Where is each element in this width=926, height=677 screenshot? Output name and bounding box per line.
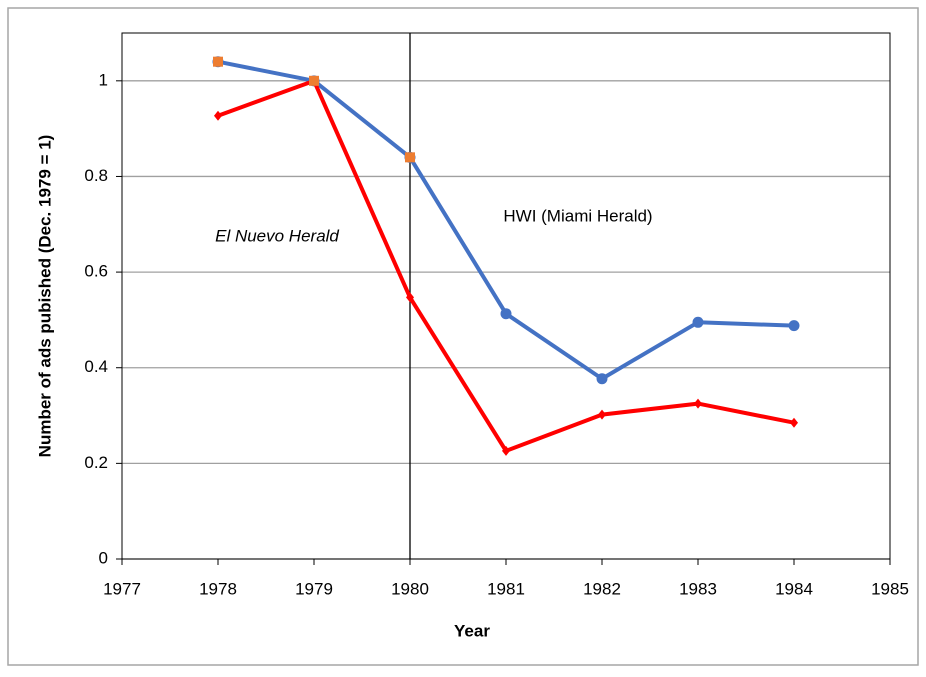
x-axis-title: Year: [454, 621, 490, 640]
x-tick-label: 1977: [103, 579, 141, 598]
y-tick-label: 0.6: [84, 262, 108, 281]
chart-frame: [7, 7, 919, 666]
point: [406, 292, 414, 303]
x-tick-label: 1983: [679, 579, 717, 598]
point: [596, 373, 608, 385]
y-tick-label: 0.2: [84, 453, 108, 472]
plot-border: [121, 32, 891, 560]
x-tick-label: 1978: [199, 579, 237, 598]
point: [694, 398, 702, 409]
point: [692, 316, 704, 328]
y-tick-label: 0.4: [84, 357, 108, 376]
series-label: El Nuevo Herald: [215, 226, 339, 245]
point: [214, 110, 222, 121]
point: [788, 320, 800, 332]
x-tick-label: 1984: [775, 579, 813, 598]
point: [790, 417, 798, 428]
point: [502, 445, 510, 456]
point: [213, 56, 223, 67]
point: [500, 308, 512, 320]
x-tick-label: 1981: [487, 579, 525, 598]
y-tick-label: 0.8: [84, 166, 108, 185]
point: [309, 75, 319, 86]
point: [405, 152, 415, 163]
y-tick-label: 1: [99, 70, 108, 89]
y-axis-title: Number of ads pubished (Dec. 1979 = 1): [35, 135, 54, 458]
x-tick-label: 1982: [583, 579, 621, 598]
x-tick-label: 1979: [295, 579, 333, 598]
x-tick-label: 1980: [391, 579, 429, 598]
y-tick-label: 0: [99, 548, 108, 567]
series-label: HWI (Miami Herald): [503, 206, 652, 225]
point: [598, 409, 606, 420]
x-tick-label: 1985: [871, 579, 909, 598]
